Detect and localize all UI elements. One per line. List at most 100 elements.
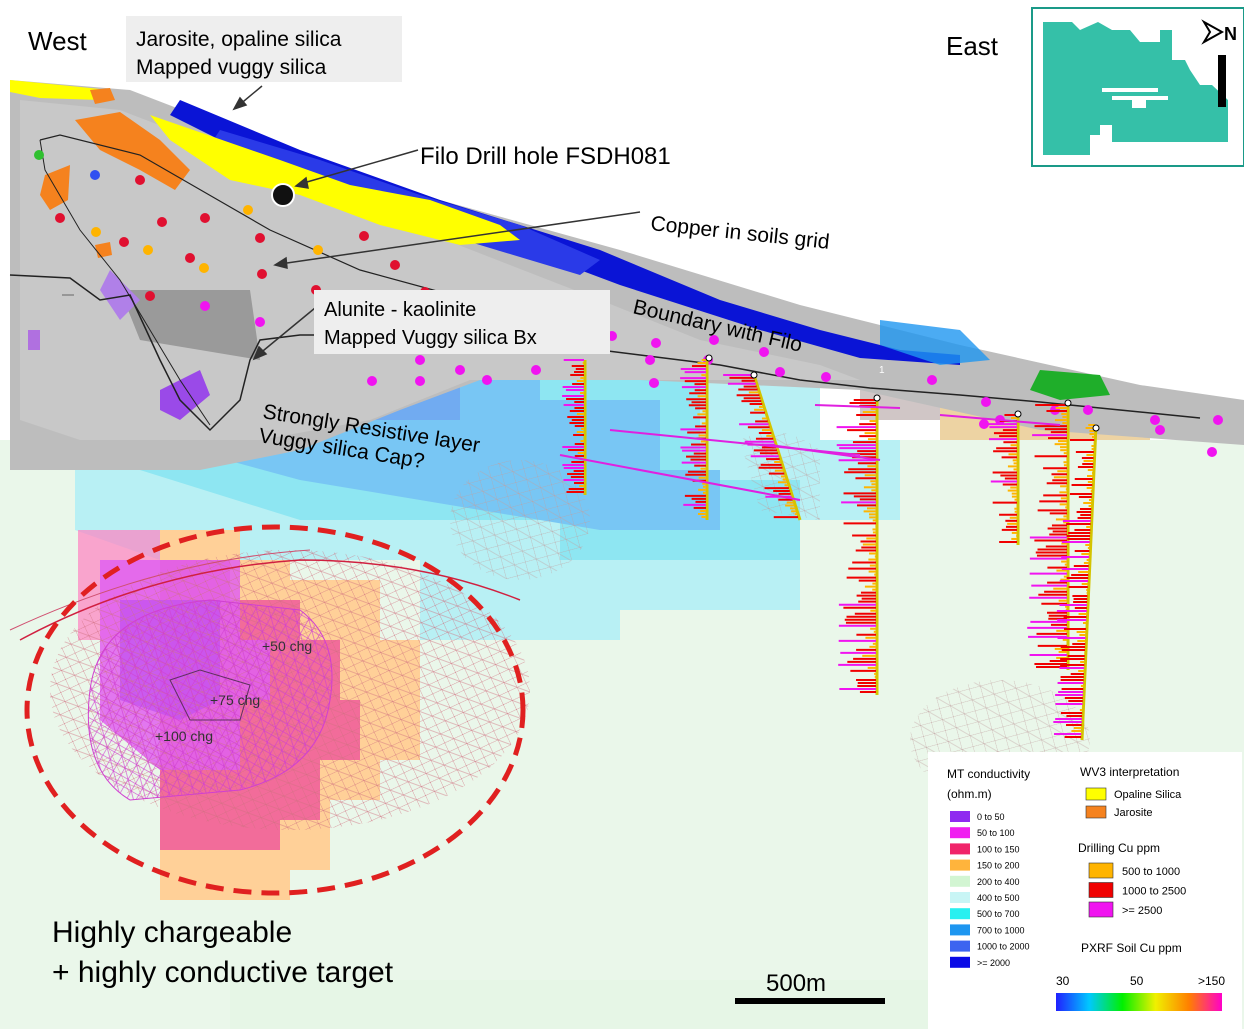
mt-legend-swatch xyxy=(950,811,970,822)
mt-legend-title-line2: (ohm.m) xyxy=(947,787,992,801)
soil-sample-point xyxy=(927,375,937,385)
soil-sample-point xyxy=(775,367,785,377)
filo-drill-hole-marker xyxy=(271,183,295,207)
soil-sample-point xyxy=(135,175,145,185)
mt-legend-swatch xyxy=(950,892,970,903)
north-arrow-label: N xyxy=(1224,24,1237,44)
soil-sample-point xyxy=(979,419,989,429)
mt-legend-label: 700 to 1000 xyxy=(977,925,1025,935)
soil-sample-point xyxy=(482,375,492,385)
inclined-drill-trace xyxy=(559,454,801,501)
soil-sample-point xyxy=(455,365,465,375)
drill-collar xyxy=(1092,424,1100,432)
mt-legend-label: >= 2000 xyxy=(977,958,1010,968)
target-zone-outline xyxy=(24,524,526,896)
alunite-label-box xyxy=(314,290,610,354)
drill-collar xyxy=(750,371,758,379)
chg75-label: +75 chg xyxy=(210,692,260,708)
east-label: East xyxy=(946,31,999,61)
soil-sample-point xyxy=(359,231,369,241)
soil-sample-point xyxy=(185,253,195,263)
target-label-line2: + highly conductive target xyxy=(52,956,394,989)
soil-sample-point xyxy=(157,217,167,227)
mt-legend-swatch xyxy=(950,827,970,839)
mt-legend-swatch xyxy=(950,859,970,871)
soil-colour-ramp xyxy=(1056,993,1222,1011)
soil-sample-point xyxy=(145,291,155,301)
soil-legend-tick: 50 xyxy=(1130,974,1144,988)
soil-sample-point xyxy=(367,376,377,386)
soil-sample-point xyxy=(255,317,265,327)
drill-collar xyxy=(873,394,881,402)
soil-sample-point xyxy=(651,338,661,348)
soil-sample-point xyxy=(531,365,541,375)
soil-sample-point xyxy=(243,205,253,215)
soil-sample-point xyxy=(55,213,65,223)
wv3-surface-mapping xyxy=(10,80,1110,400)
drill-legend-label: 500 to 1000 xyxy=(1122,866,1180,878)
soil-sample-point xyxy=(1050,405,1060,415)
drill-collar xyxy=(1014,410,1022,418)
west-label: West xyxy=(28,26,88,56)
drill-collar xyxy=(705,354,713,362)
soil-sample-point xyxy=(1207,447,1217,457)
soil-sample-point xyxy=(199,263,209,273)
scale-bar-label: 500m xyxy=(766,970,826,997)
inclined-drill-trace xyxy=(814,404,901,409)
target-label-line1: Highly chargeable xyxy=(52,916,292,949)
soil-sample-point xyxy=(981,397,991,407)
mt-legend-label: 500 to 700 xyxy=(977,909,1020,919)
soil-sample-point xyxy=(91,227,101,237)
drill-legend-label: >= 2500 xyxy=(1122,905,1162,917)
soil-sample-point xyxy=(415,376,425,386)
mt-legend-swatch xyxy=(950,940,970,952)
soil-sample-point xyxy=(34,150,44,160)
chg50-label: +50 chg xyxy=(262,638,312,654)
annotation-arrows xyxy=(232,85,641,361)
soil-sample-point xyxy=(415,355,425,365)
drill-legend-swatch xyxy=(1088,862,1114,879)
soil-sample-point xyxy=(257,269,267,279)
drill-legend-label: 1000 to 2500 xyxy=(1122,886,1186,898)
soil-legend-title: PXRF Soil Cu ppm xyxy=(1081,941,1182,955)
alunite-label-line1: Alunite - kaolinite xyxy=(324,299,476,321)
wv3-legend-swatch xyxy=(1085,787,1107,801)
soil-sample-point xyxy=(645,355,655,365)
alunite-label-line2: Mapped Vuggy silica Bx xyxy=(324,327,537,349)
soil-sample-point xyxy=(255,233,265,243)
mt-legend-label: 100 to 150 xyxy=(977,844,1020,854)
drill-hole-traces xyxy=(559,354,1100,741)
mt-legend-swatch xyxy=(950,956,970,968)
soil-sample-point xyxy=(143,245,153,255)
mt-legend-label: 50 to 100 xyxy=(977,828,1015,838)
drill-legend-swatch xyxy=(1088,901,1114,918)
soil-sample-point xyxy=(1083,405,1093,415)
jarosite-label-line1: Jarosite, opaline silica xyxy=(136,28,342,51)
mt-legend-title-line1: MT conductivity xyxy=(947,767,1030,781)
soil-sample-point xyxy=(200,301,210,311)
wv3-legend-swatch xyxy=(1085,805,1107,819)
jarosite-label-box xyxy=(126,16,402,82)
mt-legend-label: 400 to 500 xyxy=(977,893,1020,903)
mt-legend-swatch xyxy=(950,924,970,936)
wv3-legend-label: Jarosite xyxy=(1114,807,1153,819)
inset-locator-map: N xyxy=(1031,7,1244,167)
chg100-label: +100 chg xyxy=(155,728,213,744)
wv3-legend-label: Opaline Silica xyxy=(1114,789,1182,801)
soil-sample-point xyxy=(119,237,129,247)
soil-sample-point xyxy=(200,213,210,223)
wv3-legend-title: WV3 interpretation xyxy=(1080,765,1179,779)
drill-legend-swatch xyxy=(1088,882,1114,898)
soil-sample-point xyxy=(390,260,400,270)
jarosite-label-line2: Mapped vuggy silica xyxy=(136,56,327,79)
mt-legend-swatch xyxy=(950,843,970,855)
soil-sample-point xyxy=(759,347,769,357)
soil-legend-tick: >150 xyxy=(1198,974,1225,988)
soil-sample-point xyxy=(313,245,323,255)
drill-trace xyxy=(1080,424,1098,741)
mt-legend-swatch xyxy=(950,875,970,887)
inclined-drill-trace xyxy=(939,414,1061,426)
soil-sample-point xyxy=(649,378,659,388)
trace-marker-label: 1 xyxy=(879,365,885,376)
